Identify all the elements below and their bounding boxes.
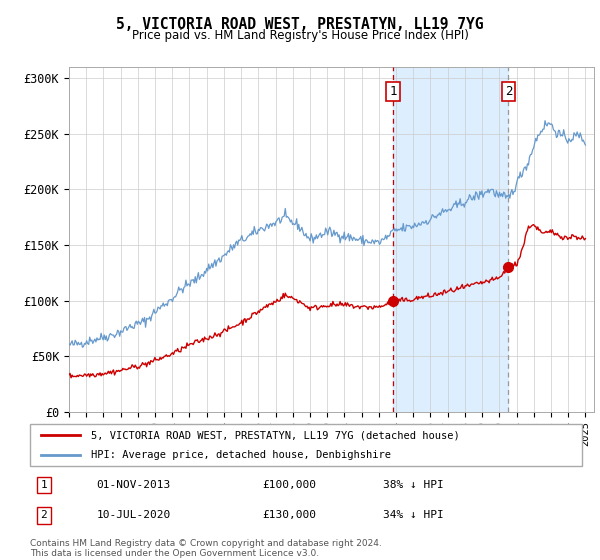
Text: 2: 2 [505,85,512,98]
Text: HPI: Average price, detached house, Denbighshire: HPI: Average price, detached house, Denb… [91,450,391,460]
Text: 10-JUL-2020: 10-JUL-2020 [96,510,170,520]
FancyBboxPatch shape [30,424,582,466]
Text: 38% ↓ HPI: 38% ↓ HPI [383,480,444,490]
Text: £100,000: £100,000 [262,480,316,490]
Text: 1: 1 [389,85,397,98]
Text: Price paid vs. HM Land Registry's House Price Index (HPI): Price paid vs. HM Land Registry's House … [131,29,469,42]
Text: 01-NOV-2013: 01-NOV-2013 [96,480,170,490]
Text: 34% ↓ HPI: 34% ↓ HPI [383,510,444,520]
Text: Contains HM Land Registry data © Crown copyright and database right 2024.
This d: Contains HM Land Registry data © Crown c… [30,539,382,558]
Text: £130,000: £130,000 [262,510,316,520]
Text: 5, VICTORIA ROAD WEST, PRESTATYN, LL19 7YG: 5, VICTORIA ROAD WEST, PRESTATYN, LL19 7… [116,17,484,32]
Text: 2: 2 [40,510,47,520]
Bar [393,67,508,412]
Text: 5, VICTORIA ROAD WEST, PRESTATYN, LL19 7YG (detached house): 5, VICTORIA ROAD WEST, PRESTATYN, LL19 7… [91,430,460,440]
Text: 1: 1 [40,480,47,490]
